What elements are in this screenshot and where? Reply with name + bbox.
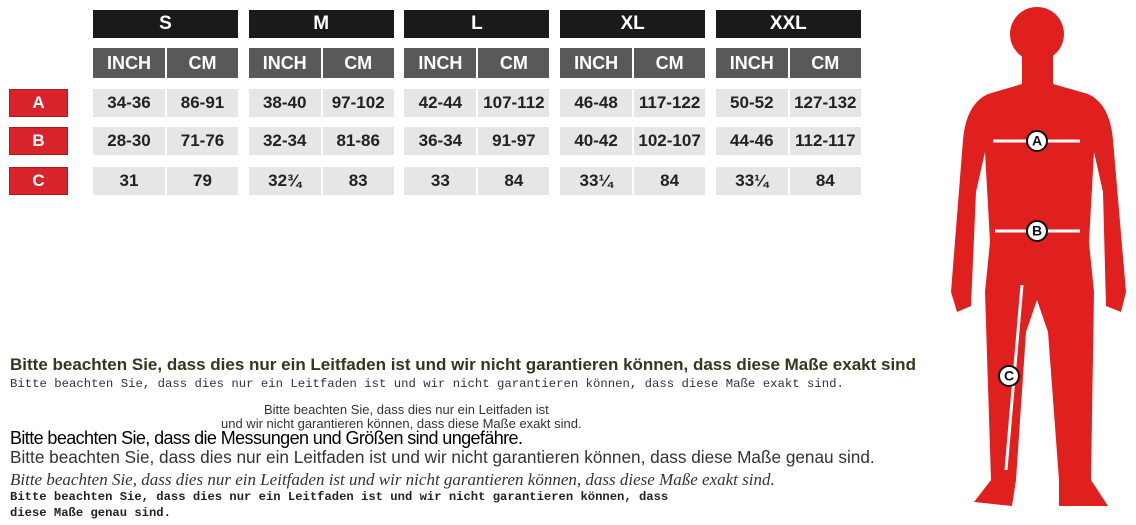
- cell-inch: 33¼: [715, 167, 788, 195]
- marker-circle: [1026, 130, 1048, 152]
- cell-inch: 44-46: [715, 127, 788, 155]
- marker-label: C: [1004, 368, 1014, 384]
- cell-cm: 91-97: [478, 127, 550, 155]
- note-line: Bitte beachten Sie, dass dies nur ein Le…: [10, 470, 775, 489]
- size-header: L: [404, 10, 550, 38]
- cell-inch: 34-36: [93, 89, 165, 117]
- marker-circle: [1026, 220, 1048, 242]
- cell-inch: 50-52: [715, 89, 788, 117]
- cell-cm: 81-86: [322, 127, 394, 155]
- note-line: Bitte beachten Sie, dass dies nur ein Le…: [264, 402, 549, 417]
- cell-cm: 86-91: [167, 89, 238, 117]
- cell-inch: 32-34: [248, 127, 321, 155]
- unit-header: CM: [167, 48, 238, 78]
- note-line: Bitte beachten Sie, dass dies nur ein Le…: [10, 355, 916, 374]
- note-line: und wir nicht garantieren können, dass d…: [221, 416, 582, 431]
- row-label: C: [9, 167, 68, 195]
- note-line: Bitte beachten Sie, dass dies nur ein Le…: [10, 377, 844, 391]
- cell-inch: 36-34: [404, 127, 477, 155]
- unit-header: CM: [478, 48, 550, 78]
- size-header: XL: [560, 10, 706, 38]
- cell-inch: 32¾: [248, 167, 321, 195]
- cell-cm: 102-107: [634, 127, 706, 155]
- marker-label: A: [1032, 133, 1042, 149]
- cell-inch: 40-42: [560, 127, 633, 155]
- cell-cm: 112-117: [789, 127, 861, 155]
- cell-cm: 71-76: [167, 127, 238, 155]
- unit-header: CM: [789, 48, 861, 78]
- cell-inch: 31: [93, 167, 165, 195]
- cell-cm: 84: [478, 167, 550, 195]
- marker-circle: [998, 365, 1020, 387]
- note-line: Bitte beachten Sie, dass dies nur ein Le…: [10, 447, 875, 467]
- unit-header: CM: [322, 48, 394, 78]
- cell-inch: 33¼: [560, 167, 633, 195]
- note-line: Bitte beachten Sie, dass die Messungen u…: [10, 428, 523, 448]
- cell-inch: 38-40: [248, 89, 321, 117]
- cell-cm: 79: [167, 167, 238, 195]
- size-header: M: [248, 10, 394, 38]
- cell-cm: 84: [789, 167, 861, 195]
- cell-cm: 83: [322, 167, 394, 195]
- unit-header: INCH: [93, 48, 165, 78]
- unit-header: INCH: [560, 48, 633, 78]
- size-header: S: [93, 10, 238, 38]
- size-header: XXL: [715, 10, 861, 38]
- cell-cm: 97-102: [322, 89, 394, 117]
- cell-cm: 117-122: [634, 89, 706, 117]
- cell-cm: 84: [634, 167, 706, 195]
- cell-inch: 42-44: [404, 89, 477, 117]
- cell-inch: 28-30: [93, 127, 165, 155]
- cell-cm: 107-112: [478, 89, 550, 117]
- silhouette-head: [1010, 7, 1064, 61]
- unit-header: CM: [634, 48, 706, 78]
- row-label: A: [9, 89, 68, 117]
- row-label: B: [9, 127, 68, 155]
- unit-header: INCH: [715, 48, 788, 78]
- unit-header: INCH: [404, 48, 477, 78]
- note-line: Bitte beachten Sie, dass dies nur ein Le…: [10, 490, 669, 504]
- unit-header: INCH: [248, 48, 321, 78]
- marker-label: B: [1032, 223, 1042, 239]
- silhouette-body: [951, 55, 1126, 506]
- cell-inch: 33: [404, 167, 477, 195]
- cell-inch: 46-48: [560, 89, 633, 117]
- note-line: diese Maße genau sind.: [10, 506, 171, 520]
- cell-cm: 127-132: [789, 89, 861, 117]
